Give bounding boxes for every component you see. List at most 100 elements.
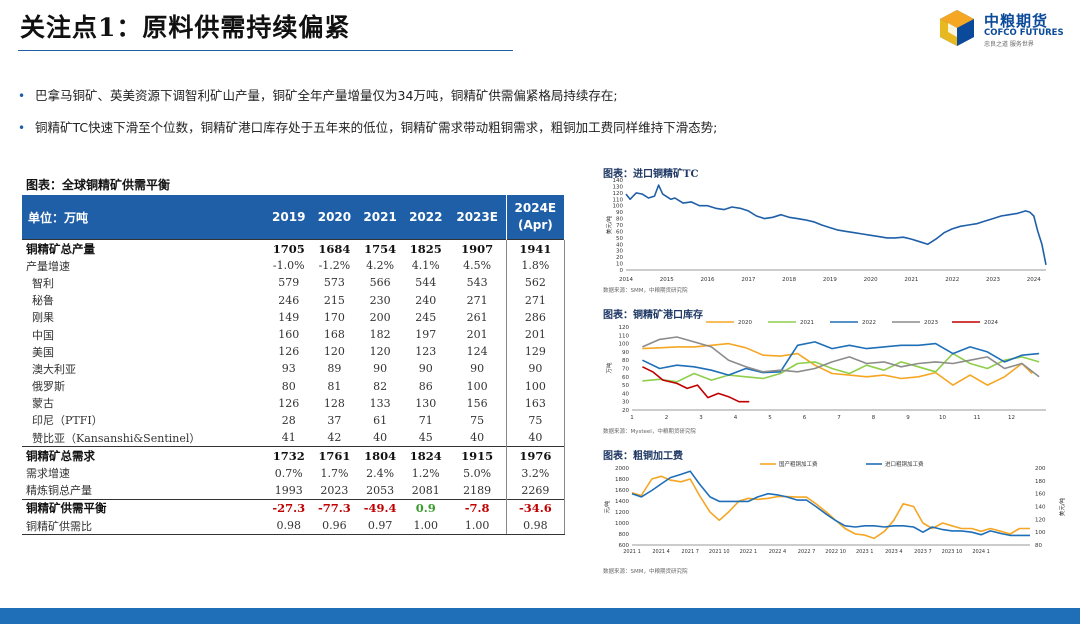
table-header-year: 2022 [402, 195, 449, 240]
table-cell: 133 [369, 396, 391, 410]
x-tick-label: 2016 [701, 277, 715, 283]
table-cell: 5.0% [463, 466, 492, 480]
table-cell: 271 [505, 291, 566, 309]
row-label: 铜精矿总产量 [22, 239, 266, 258]
y-tick-label: 80 [622, 358, 629, 364]
table-row: 产量增速 -1.0% -1.2% 4.2% 4.1% 4.5% 1.8% [22, 257, 566, 275]
title-underline [18, 50, 513, 51]
table-cell: 90 [470, 362, 485, 376]
x-tick-label: 11 [974, 415, 981, 421]
y-tick-label: 10 [616, 262, 623, 268]
table-cell: 562 [505, 274, 566, 292]
row-label: 铜精矿供需比 [22, 517, 266, 536]
y2-tick-label: 180 [1035, 479, 1046, 485]
legend-label: 2021 [800, 320, 814, 326]
x-tick-label: 2021 7 [681, 549, 699, 555]
table-cell: 4.1% [411, 259, 440, 273]
y-tick-label: 70 [616, 223, 623, 229]
table-cell: 1976 [505, 446, 566, 465]
table-row: 智利 579 573 566 544 543 562 [22, 274, 566, 292]
table-cell: -1.0% [272, 259, 305, 273]
y2-tick-label: 100 [1035, 530, 1046, 536]
table-cell: 75 [470, 413, 485, 427]
table-row: 精炼铜总产量 1993 2023 2053 2081 2189 2269 [22, 481, 566, 500]
table-cell: 271 [466, 293, 488, 307]
bullet-list: 巴拿马铜矿、英美资源下调智利矿山产量，铜矿全年产量增量仅为34万吨，铜精矿供需偏… [18, 87, 717, 151]
table-cell: 1684 [311, 239, 358, 258]
y-tick-label: 90 [616, 210, 623, 216]
tc-chart-source: 数据来源：SMM，中粮期货研究院 [603, 288, 688, 294]
table-cell: 126 [278, 396, 300, 410]
x-tick-label: 2020 [864, 277, 878, 283]
table-cell: 579 [278, 276, 300, 290]
table-cell: -7.8 [448, 498, 507, 517]
y-tick-label: 130 [613, 184, 624, 190]
x-tick-label: 2022 1 [740, 549, 758, 555]
x-tick-label: 4 [734, 415, 738, 421]
table-cell: 89 [327, 362, 342, 376]
table-cell: 82 [373, 379, 388, 393]
table-cell: 90 [505, 360, 566, 378]
legend-label: 进口粗铜加工费 [885, 460, 924, 468]
table-cell: 156 [466, 396, 488, 410]
table-cell: 2269 [505, 481, 566, 500]
table-cell: 90 [418, 362, 433, 376]
row-label: 赞比亚（Kansanshi&Sentinel） [32, 431, 201, 445]
y-tick-label: 60 [616, 229, 623, 235]
x-tick-label: 9 [906, 415, 910, 421]
table-cell: 128 [323, 396, 345, 410]
table-cell: 0.98 [265, 517, 312, 536]
port-series-line-2023 [642, 336, 1040, 378]
table-cell: 261 [466, 310, 488, 324]
table-cell: 1705 [265, 239, 312, 258]
x-tick-label: 2023 4 [885, 549, 903, 555]
table-cell: 197 [415, 328, 437, 342]
y-tick-label: 120 [613, 191, 624, 197]
x-tick-label: 2024 1 [972, 549, 990, 555]
table-cell: 1.00 [448, 517, 507, 536]
legend-label: 2024 [984, 320, 998, 326]
page-title: 关注点1：原料供需持续偏紧 [20, 13, 351, 42]
y-tick-label: 800 [619, 532, 630, 538]
table-cell: -1.2% [318, 259, 351, 273]
x-tick-label: 2021 [904, 277, 918, 283]
table-row: 秘鲁 246 215 230 240 271 271 [22, 291, 566, 309]
y-tick-label: 20 [622, 408, 629, 414]
table-cell: 182 [369, 328, 391, 342]
port-chart-title: 图表：铜精矿港口库存 [603, 310, 703, 321]
table-header-unit: 单位：万吨 [22, 195, 266, 240]
table-cell: 1761 [311, 446, 358, 465]
y2-tick-label: 120 [1035, 517, 1046, 523]
y-tick-label: 50 [622, 383, 629, 389]
y2-tick-label: 140 [1035, 505, 1046, 511]
row-label: 精炼铜总产量 [26, 484, 92, 498]
table-cell: 1824 [402, 446, 449, 465]
y-tick-label: 600 [619, 543, 630, 549]
table-row: 铜精矿总产量 1705 1684 1754 1825 1907 1941 [22, 239, 566, 258]
table-cell: 286 [505, 308, 566, 326]
bullet-item: 铜精矿TC快速下滑至个位数，铜精矿港口库存处于五年来的低位，铜精矿需求带动粗铜需… [18, 119, 717, 151]
y-tick-label: 50 [616, 236, 623, 242]
row-label: 刚果 [32, 311, 54, 325]
x-tick-label: 5 [768, 415, 772, 421]
table-cell: 42 [327, 431, 342, 445]
table-cell: 4.2% [366, 259, 395, 273]
table-cell: 170 [323, 310, 345, 324]
x-tick-label: 2023 1 [856, 549, 874, 555]
y-tick-label: 40 [616, 242, 623, 248]
table-cell: 1941 [505, 239, 566, 258]
x-tick-label: 1 [630, 415, 634, 421]
table-cell: 0.96 [311, 517, 358, 536]
x-tick-label: 7 [837, 415, 841, 421]
row-label: 蒙古 [32, 397, 54, 411]
x-tick-label: 2022 [945, 277, 959, 283]
table-cell: -34.6 [505, 498, 566, 517]
table-cell: 544 [415, 276, 437, 290]
table-cell: 163 [505, 394, 566, 412]
table-row: 俄罗斯 80 81 82 86 100 100 [22, 377, 566, 395]
table-cell: 2189 [463, 483, 492, 497]
table-cell: -77.3 [311, 498, 358, 517]
table-cell: 1915 [448, 446, 507, 465]
table-cell: 2023 [320, 483, 349, 497]
row-label: 美国 [32, 345, 54, 359]
